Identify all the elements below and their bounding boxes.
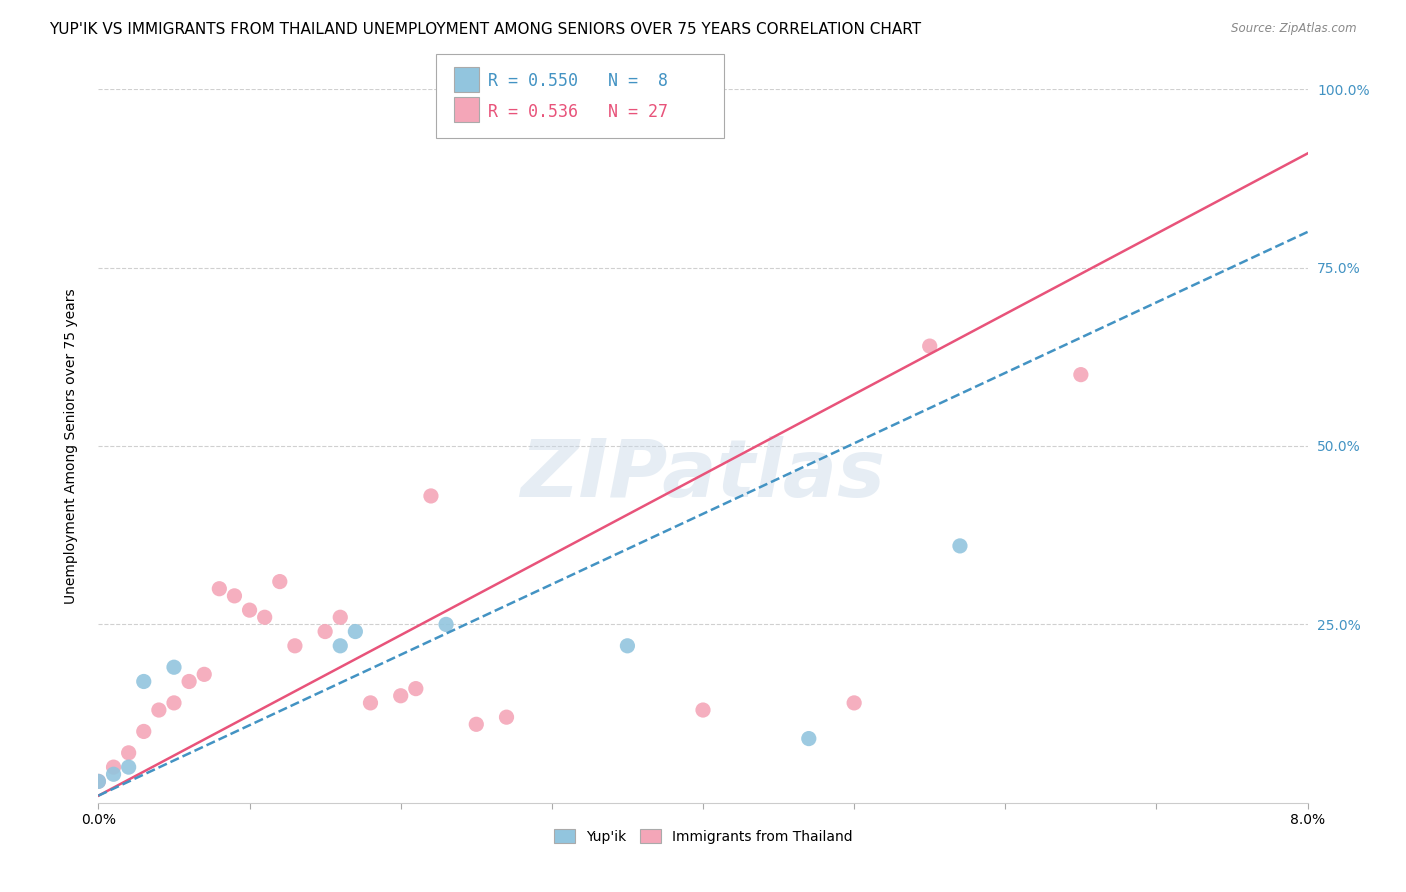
Point [118, 746, 141, 760]
Point [224, 589, 246, 603]
Text: R = 0.550   N =  8: R = 0.550 N = 8 [488, 72, 668, 90]
Point [314, 624, 336, 639]
Point [132, 724, 155, 739]
Point [1070, 368, 1092, 382]
Point [797, 731, 820, 746]
Point [405, 681, 427, 696]
Point [434, 617, 457, 632]
Point [284, 639, 307, 653]
Y-axis label: Unemployment Among Seniors over 75 years: Unemployment Among Seniors over 75 years [63, 288, 77, 604]
Point [239, 603, 262, 617]
Point [389, 689, 412, 703]
Point [692, 703, 714, 717]
Point [179, 674, 201, 689]
Point [844, 696, 866, 710]
Point [103, 767, 125, 781]
Point [465, 717, 488, 731]
Point [329, 639, 352, 653]
Point [269, 574, 291, 589]
Point [253, 610, 276, 624]
Point [163, 696, 186, 710]
Point [495, 710, 517, 724]
Text: ZIPatlas: ZIPatlas [520, 435, 886, 514]
Point [344, 624, 367, 639]
Point [616, 639, 638, 653]
Point [949, 539, 972, 553]
Point [918, 339, 941, 353]
Point [103, 760, 125, 774]
Point [329, 610, 352, 624]
Point [148, 703, 170, 717]
Point [163, 660, 186, 674]
Point [420, 489, 443, 503]
Point [571, 89, 593, 103]
Point [87, 774, 110, 789]
Text: Source: ZipAtlas.com: Source: ZipAtlas.com [1232, 22, 1357, 36]
Point [118, 760, 141, 774]
Point [208, 582, 231, 596]
Text: YUP'IK VS IMMIGRANTS FROM THAILAND UNEMPLOYMENT AMONG SENIORS OVER 75 YEARS CORR: YUP'IK VS IMMIGRANTS FROM THAILAND UNEMP… [49, 22, 921, 37]
Point [193, 667, 215, 681]
Text: R = 0.536   N = 27: R = 0.536 N = 27 [488, 103, 668, 120]
Point [87, 774, 110, 789]
Point [132, 674, 155, 689]
Legend: Yup'ik, Immigrants from Thailand: Yup'ik, Immigrants from Thailand [548, 823, 858, 849]
Point [360, 696, 382, 710]
